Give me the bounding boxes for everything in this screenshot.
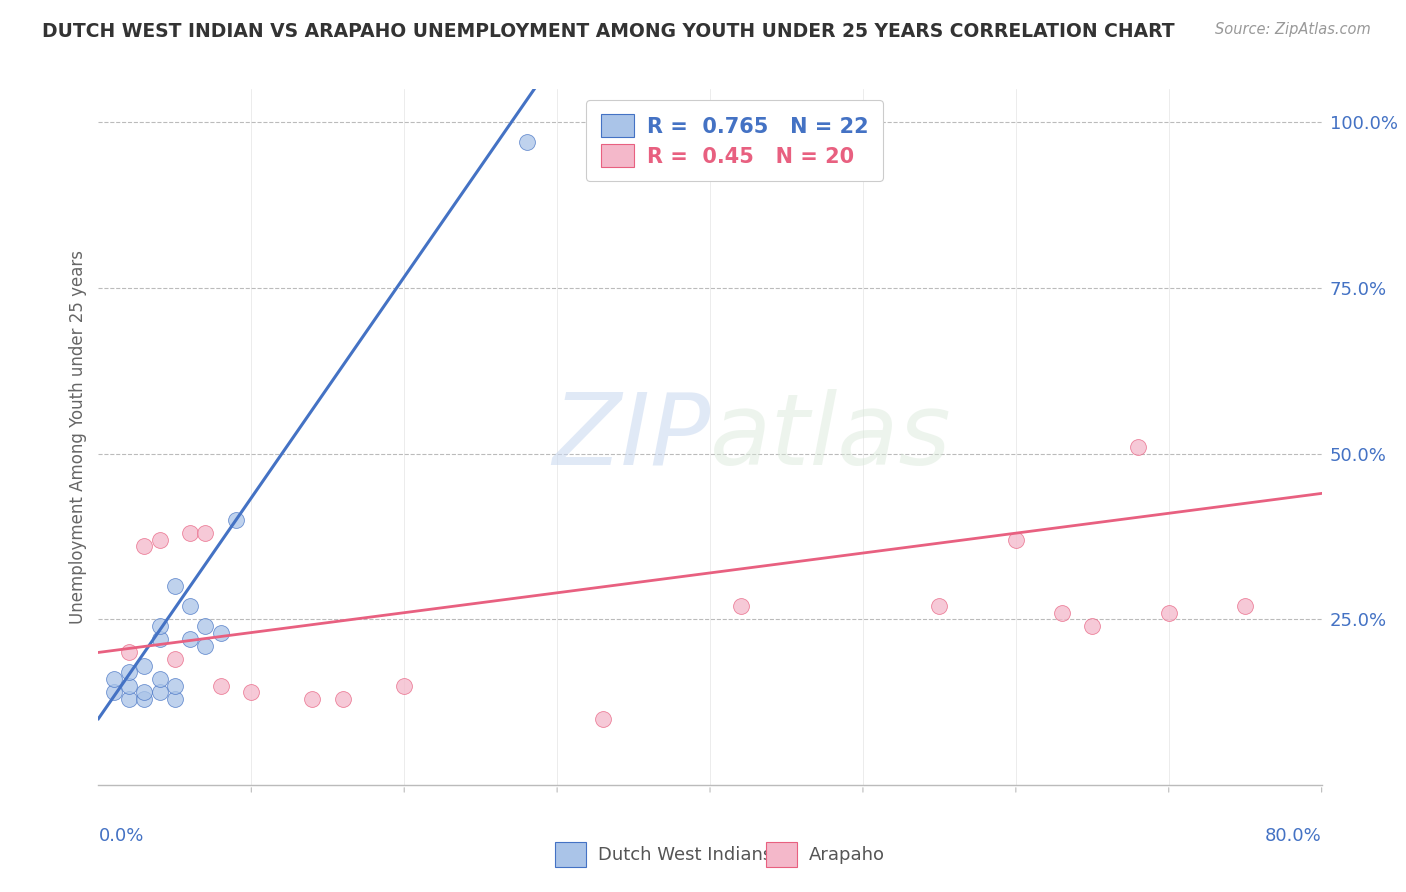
Point: [1234, 599, 1257, 613]
Point: [1004, 533, 1026, 547]
Point: [149, 632, 172, 647]
Point: [134, 658, 156, 673]
Point: [592, 712, 614, 726]
Point: [730, 599, 752, 613]
Point: [516, 135, 538, 149]
Point: [209, 625, 232, 640]
Y-axis label: Unemployment Among Youth under 25 years: Unemployment Among Youth under 25 years: [69, 250, 87, 624]
Point: [179, 632, 201, 647]
Point: [194, 619, 217, 633]
Point: [163, 679, 186, 693]
Legend: R =  0.765   N = 22, R =  0.45   N = 20: R = 0.765 N = 22, R = 0.45 N = 20: [586, 100, 883, 181]
Point: [163, 579, 186, 593]
Point: [392, 679, 416, 693]
Text: DUTCH WEST INDIAN VS ARAPAHO UNEMPLOYMENT AMONG YOUTH UNDER 25 YEARS CORRELATION: DUTCH WEST INDIAN VS ARAPAHO UNEMPLOYMEN…: [42, 22, 1175, 41]
Point: [194, 639, 217, 653]
Point: [103, 685, 125, 699]
Point: [118, 645, 141, 659]
Point: [134, 685, 156, 699]
Point: [240, 685, 263, 699]
Point: [194, 526, 217, 541]
Point: [163, 652, 186, 666]
Point: [225, 513, 247, 527]
Text: Arapaho: Arapaho: [808, 846, 884, 863]
Point: [301, 691, 323, 706]
Point: [1050, 606, 1073, 620]
Point: [163, 691, 186, 706]
Point: [179, 526, 201, 541]
Point: [149, 619, 172, 633]
Text: Source: ZipAtlas.com: Source: ZipAtlas.com: [1215, 22, 1371, 37]
Point: [134, 540, 156, 554]
Text: 80.0%: 80.0%: [1265, 827, 1322, 845]
Text: atlas: atlas: [710, 389, 952, 485]
Point: [179, 599, 201, 613]
Point: [118, 691, 141, 706]
Point: [1081, 619, 1104, 633]
Point: [118, 679, 141, 693]
Point: [149, 533, 172, 547]
Point: [928, 599, 950, 613]
Point: [118, 665, 141, 680]
Point: [332, 691, 354, 706]
Point: [149, 672, 172, 686]
Text: 0.0%: 0.0%: [98, 827, 143, 845]
Point: [1157, 606, 1180, 620]
Point: [209, 679, 232, 693]
Point: [1128, 440, 1150, 454]
Point: [103, 672, 125, 686]
Point: [134, 691, 156, 706]
Point: [149, 685, 172, 699]
Text: ZIP: ZIP: [551, 389, 710, 485]
Text: Dutch West Indians: Dutch West Indians: [598, 846, 772, 863]
